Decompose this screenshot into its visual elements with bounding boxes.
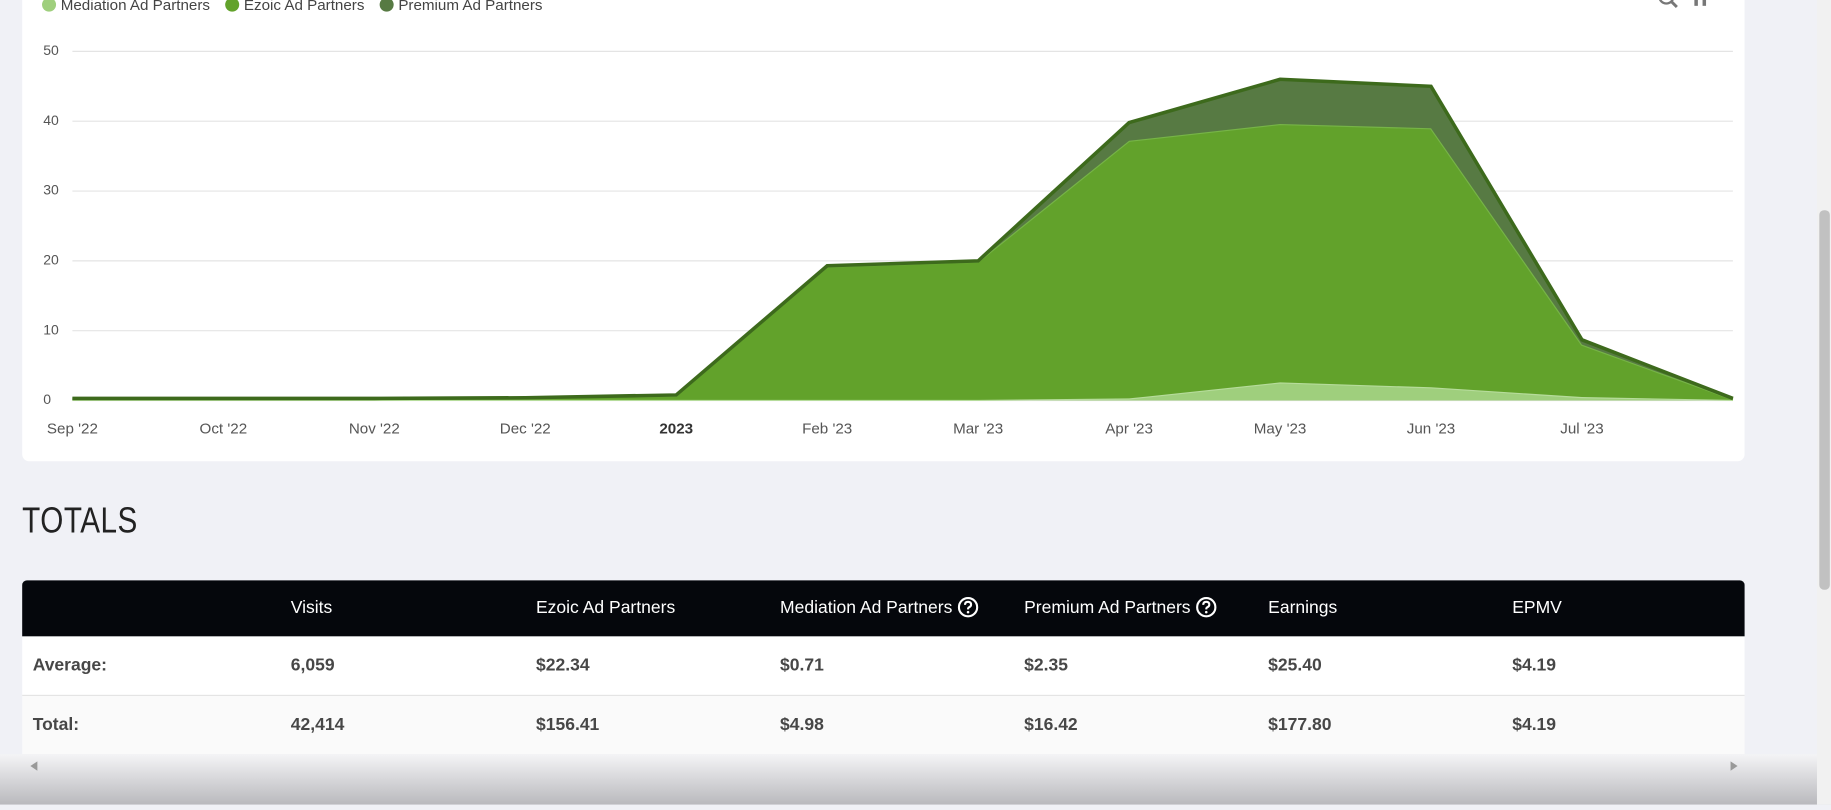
x-tick-label: Jun '23 bbox=[1407, 421, 1455, 438]
column-header-text: Ezoic Ad Partners bbox=[535, 597, 676, 618]
area-edge bbox=[72, 77, 1734, 401]
legend-label: Ezoic Ad Partners bbox=[244, 0, 365, 14]
table-cell: $22.34 bbox=[535, 655, 590, 675]
totals-title: TOTALS bbox=[22, 499, 138, 541]
help-icon[interactable] bbox=[1195, 596, 1216, 617]
table-cell: $0.71 bbox=[780, 655, 824, 675]
x-tick-label: May '23 bbox=[1254, 421, 1307, 438]
column-header-text: Mediation Ad Partners bbox=[780, 597, 953, 618]
table-row: Total: 42,414 $156.41 $4.98 $16.42 $177.80 $4.… bbox=[22, 695, 1745, 756]
table-cell: $4.19 bbox=[1512, 655, 1557, 675]
x-tick-label: Jul '23 bbox=[1560, 421, 1603, 438]
horizontal-scrollbar[interactable] bbox=[0, 754, 1831, 805]
column-header: Earnings bbox=[1268, 580, 1337, 636]
table-cell: $156.41 bbox=[535, 714, 600, 735]
totals-table: Visits Ezoic Ad Partners Mediation Ad Part… bbox=[22, 580, 1745, 756]
y-tick-label: 0 bbox=[43, 391, 51, 407]
column-header-text: EPMV bbox=[1512, 597, 1562, 618]
x-tick-label: Sep '22 bbox=[47, 421, 98, 438]
column-header: Premium Ad Partners bbox=[1024, 580, 1216, 636]
legend-label: Premium Ad Partners bbox=[398, 0, 543, 14]
help-icon[interactable] bbox=[957, 596, 978, 617]
x-tick-label: Oct '22 bbox=[200, 421, 248, 438]
column-header-text: Premium Ad Partners bbox=[1024, 597, 1191, 618]
table-cell: 6,059 bbox=[290, 655, 335, 675]
x-tick-label: Nov '22 bbox=[349, 421, 400, 438]
table-cell: $4.19 bbox=[1512, 714, 1557, 735]
row-label: Total: bbox=[32, 714, 80, 735]
x-tick-label: Mar '23 bbox=[953, 421, 1003, 438]
y-tick-label: 10 bbox=[43, 321, 59, 337]
y-tick-label: 20 bbox=[43, 252, 59, 268]
legend-marker bbox=[225, 0, 240, 12]
legend-marker bbox=[379, 0, 394, 12]
area bbox=[72, 382, 1733, 401]
table-row: Average: 6,059 $22.34 $0.71 $2.35 $25.40 $4.19 bbox=[22, 636, 1745, 696]
table-cell: $177.80 bbox=[1268, 714, 1332, 735]
column-header-text: Earnings bbox=[1268, 597, 1338, 618]
toolbar-icons[interactable] bbox=[1658, 0, 1707, 9]
column-header: Ezoic Ad Partners bbox=[536, 580, 675, 636]
table-header: Visits Ezoic Ad Partners Mediation Ad Part… bbox=[22, 580, 1745, 637]
column-header: Mediation Ad Partners bbox=[780, 580, 978, 636]
column-header: Visits bbox=[291, 580, 333, 636]
table-cell: $16.42 bbox=[1024, 714, 1078, 735]
y-tick-label: 40 bbox=[43, 112, 59, 128]
y-tick-label: 50 bbox=[43, 42, 59, 58]
y-tick-label: 30 bbox=[43, 182, 59, 198]
table-cell: $4.98 bbox=[780, 714, 824, 735]
table-cell: 42,414 bbox=[290, 714, 345, 735]
x-tick-label: Feb '23 bbox=[802, 421, 852, 438]
legend-marker bbox=[42, 0, 57, 12]
column-header-text: Visits bbox=[290, 597, 333, 618]
legend-label: Mediation Ad Partners bbox=[61, 0, 211, 14]
chart: Mediation Ad Partners Ezoic Ad Partners Pr… bbox=[42, 0, 1734, 438]
table-cell: $2.35 bbox=[1024, 655, 1068, 675]
x-tick-label: Apr '23 bbox=[1105, 421, 1153, 438]
x-tick-label: 2023 bbox=[659, 421, 693, 438]
area bbox=[72, 124, 1733, 400]
scroll-thumb[interactable] bbox=[1819, 210, 1830, 590]
table-cell: $25.40 bbox=[1268, 655, 1322, 675]
row-label: Average: bbox=[32, 655, 108, 675]
scroll-arrows bbox=[30, 761, 1738, 771]
x-tick-label: Dec '22 bbox=[500, 421, 551, 438]
column-header: EPMV bbox=[1512, 580, 1562, 636]
